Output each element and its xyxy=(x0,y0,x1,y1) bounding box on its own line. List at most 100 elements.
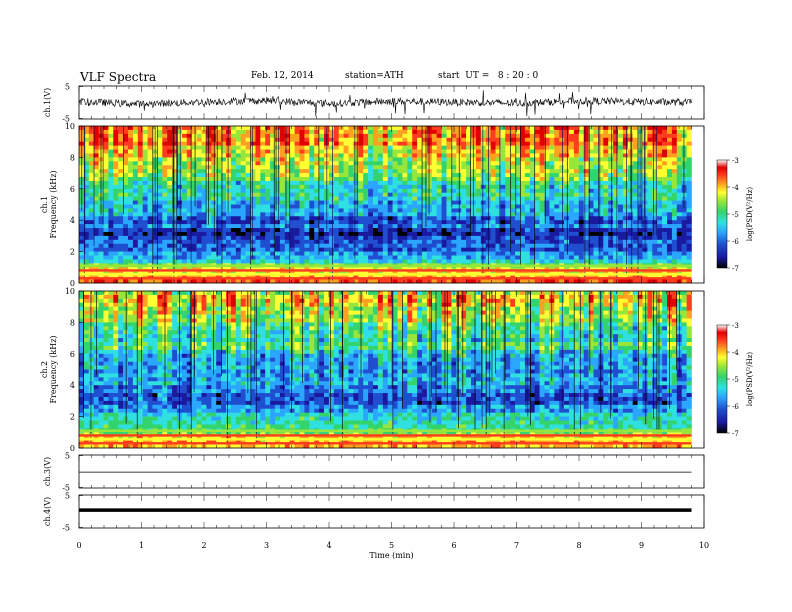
spectrogram-cell xyxy=(167,137,173,142)
spectrogram-cell xyxy=(686,196,692,201)
spectrogram-cell xyxy=(137,157,143,162)
spectrogram-cell xyxy=(500,216,506,221)
spectrogram-cell xyxy=(564,251,570,256)
spectrogram-cell xyxy=(191,200,197,205)
spectrogram-cell xyxy=(358,137,364,142)
spectrogram-cell xyxy=(510,184,516,190)
spectrogram-cell xyxy=(191,180,197,186)
spectrogram-cell xyxy=(132,220,139,225)
spectrogram-cell xyxy=(333,180,339,186)
spectrogram-cell xyxy=(260,243,266,248)
spectrogram-cell xyxy=(284,173,290,178)
spectrogram-cell xyxy=(593,196,599,201)
spectrogram-cell xyxy=(480,137,486,142)
spectrogram-cell xyxy=(177,126,183,131)
spectrogram-cell xyxy=(275,133,281,139)
spectrogram-cell xyxy=(191,259,197,264)
spectrogram-cell xyxy=(495,157,501,162)
spectrogram-cell xyxy=(201,184,207,190)
spectrogram-cell xyxy=(495,173,501,178)
spectrogram-cell xyxy=(475,196,482,201)
spectrogram-cell xyxy=(657,161,663,166)
spectrogram-cell xyxy=(588,180,594,186)
spectrogram-cell xyxy=(647,204,653,209)
spectrogram-cell xyxy=(407,145,413,150)
spectrogram-cell xyxy=(88,212,94,217)
spectrogram-cell xyxy=(505,204,511,209)
spectrogram-cell xyxy=(167,184,173,190)
spectrogram-cell xyxy=(172,173,178,178)
spectrogram-cell xyxy=(275,129,281,135)
spectrogram-cell xyxy=(652,235,658,241)
spectrogram-cell xyxy=(275,200,281,205)
spectrogram-cell xyxy=(505,153,511,158)
spectrogram-cell xyxy=(103,145,109,150)
spectrogram-cell xyxy=(480,184,486,190)
spectrogram-cell xyxy=(255,247,261,252)
spectrogram-cell xyxy=(132,192,139,197)
spectrogram-cell xyxy=(627,165,633,170)
spectrogram-cell xyxy=(475,184,482,190)
spectrogram-cell xyxy=(505,216,511,221)
spectrogram-cell xyxy=(382,212,388,217)
spectrogram-cell xyxy=(578,133,584,139)
spectrogram-cell xyxy=(412,137,418,142)
spectrogram-cell xyxy=(279,220,286,225)
spectrogram-cell xyxy=(652,133,658,139)
spectrogram-cell xyxy=(118,235,124,241)
spectrogram-cell xyxy=(348,145,354,150)
spectrogram-cell xyxy=(436,153,442,158)
spectrogram-cell xyxy=(319,208,325,213)
spectrogram-cell xyxy=(348,204,354,209)
spectrogram-cell xyxy=(108,137,114,142)
spectrogram-cell xyxy=(373,157,379,162)
spectrogram-cell xyxy=(83,165,90,170)
spectrogram-cell xyxy=(559,129,565,135)
spectrogram-cell xyxy=(270,177,276,182)
spectrogram-cell xyxy=(598,239,604,245)
spectrogram-cell xyxy=(515,184,521,190)
spectrogram-cell xyxy=(177,145,183,150)
spectrogram-cell xyxy=(412,180,418,186)
spectrogram-cell xyxy=(657,212,663,217)
spectrogram-cell xyxy=(240,133,246,139)
spectrogram-cell xyxy=(618,220,624,225)
spectrogram-cell xyxy=(255,184,261,190)
spectrogram-cell xyxy=(392,192,398,197)
spectrogram-cell xyxy=(368,247,374,252)
spectrogram-cell xyxy=(348,279,354,284)
spectrogram-cell xyxy=(446,220,452,225)
spectrogram-cell xyxy=(299,149,305,154)
spectrogram-cell xyxy=(613,145,619,150)
spectrogram-cell xyxy=(181,196,188,201)
spectrogram-cell xyxy=(573,231,580,237)
spectrogram-cell xyxy=(83,220,90,225)
spectrogram-cell xyxy=(422,192,428,197)
spectrogram-cell xyxy=(613,212,619,217)
spectrogram-cell xyxy=(142,216,148,221)
spectrogram-cell xyxy=(304,149,310,154)
spectrogram-cell xyxy=(500,204,506,209)
spectrogram-cell xyxy=(608,279,614,284)
spectrogram-cell xyxy=(177,184,183,190)
spectrogram-cell xyxy=(226,208,232,213)
spectrogram-cell xyxy=(196,255,202,260)
spectrogram-cell xyxy=(147,133,153,139)
spectrogram-cell xyxy=(216,177,222,182)
spectrogram-cell xyxy=(358,153,364,158)
spectrogram-cell xyxy=(368,153,374,158)
spectrogram-cell xyxy=(270,235,276,241)
spectrogram-cell xyxy=(363,204,369,209)
spectrogram-cell xyxy=(622,141,629,146)
spectrogram-cell xyxy=(230,188,237,194)
spectrogram-cell xyxy=(588,133,594,139)
spectrogram-cell xyxy=(387,180,393,186)
spectrogram-cell xyxy=(103,177,109,182)
spectrogram-cell xyxy=(564,224,570,229)
spectrogram-cell xyxy=(407,137,413,142)
spectrogram-cell xyxy=(529,192,535,197)
spectrogram-cell xyxy=(588,235,594,241)
spectrogram-cell xyxy=(328,192,335,197)
spectrogram-cell xyxy=(186,161,192,166)
